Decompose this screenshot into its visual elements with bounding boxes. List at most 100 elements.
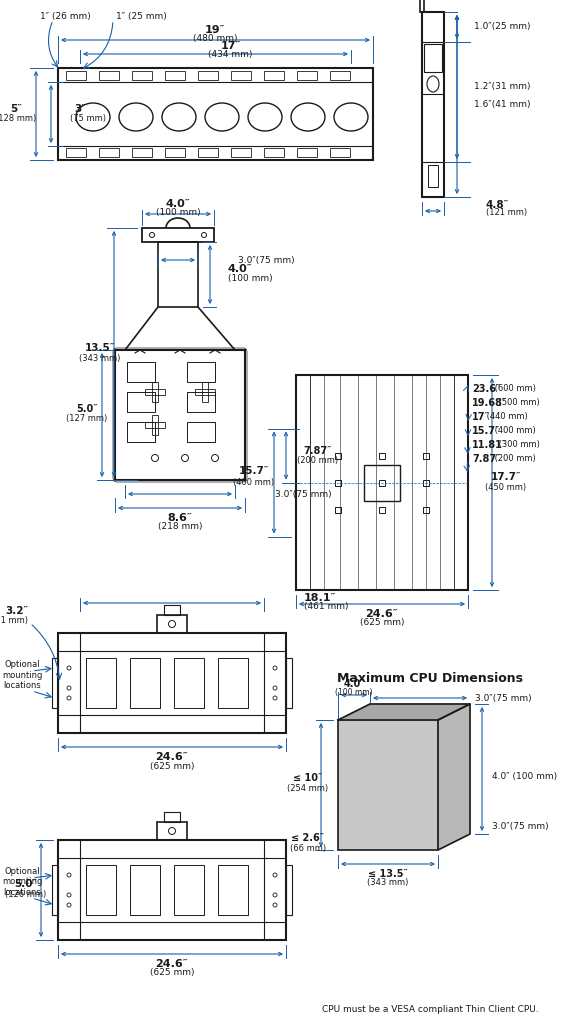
- Text: (254 mm): (254 mm): [288, 784, 328, 792]
- Bar: [198, 148, 218, 157]
- Bar: [187, 392, 215, 412]
- Bar: [86, 865, 116, 915]
- Bar: [202, 382, 208, 402]
- Bar: [454, 374, 468, 590]
- Text: 17″: 17″: [472, 412, 490, 422]
- Text: 23.6″: 23.6″: [472, 384, 501, 394]
- Text: (625 mm): (625 mm): [150, 969, 194, 978]
- Text: 19.68″: 19.68″: [472, 398, 508, 408]
- Bar: [335, 507, 341, 513]
- Bar: [66, 71, 86, 80]
- Bar: [115, 350, 245, 480]
- Text: (121 mm): (121 mm): [486, 208, 527, 218]
- Text: Optional
mounting
locations: Optional mounting locations: [2, 660, 42, 689]
- Text: 1.6″(41 mm): 1.6″(41 mm): [474, 100, 531, 109]
- Bar: [330, 148, 350, 157]
- Bar: [152, 382, 158, 402]
- Bar: [145, 422, 165, 428]
- Bar: [52, 865, 58, 915]
- Bar: [379, 452, 385, 459]
- Text: (480 mm): (480 mm): [193, 35, 238, 43]
- Text: 4.0″: 4.0″: [343, 679, 365, 689]
- Text: 19″: 19″: [205, 25, 226, 35]
- Bar: [231, 148, 251, 157]
- Bar: [58, 68, 373, 160]
- Bar: [127, 392, 155, 412]
- Text: 4.0″: 4.0″: [166, 199, 190, 209]
- Text: 4.8″: 4.8″: [486, 200, 509, 210]
- Text: 15.7″: 15.7″: [239, 466, 269, 475]
- Text: 3.0″(75 mm): 3.0″(75 mm): [475, 694, 532, 703]
- Text: 1″ (25 mm): 1″ (25 mm): [116, 11, 167, 21]
- Bar: [130, 658, 160, 708]
- Text: (400 mm): (400 mm): [233, 478, 274, 487]
- Text: 5.0″: 5.0″: [14, 879, 38, 889]
- Bar: [296, 374, 310, 590]
- Bar: [198, 71, 218, 80]
- Text: 8.6″: 8.6″: [168, 513, 193, 523]
- Text: Optional
mounting
locations: Optional mounting locations: [2, 867, 42, 897]
- Bar: [379, 507, 385, 513]
- Bar: [99, 71, 119, 80]
- Bar: [423, 452, 429, 459]
- Polygon shape: [438, 704, 470, 850]
- Text: (343 mm): (343 mm): [367, 878, 409, 887]
- Bar: [164, 605, 180, 615]
- Text: (126 mm): (126 mm): [5, 891, 46, 900]
- Text: 17.7″: 17.7″: [491, 472, 521, 481]
- Text: 13.5″: 13.5″: [85, 343, 115, 353]
- Text: (300 mm): (300 mm): [496, 440, 540, 449]
- Bar: [286, 658, 292, 708]
- Text: 1.0″(25 mm): 1.0″(25 mm): [474, 23, 531, 32]
- Text: (75 mm): (75 mm): [70, 115, 106, 123]
- Bar: [142, 228, 214, 242]
- Bar: [423, 479, 429, 485]
- Text: 5″: 5″: [10, 104, 22, 114]
- Bar: [58, 840, 286, 940]
- Bar: [218, 865, 248, 915]
- Text: (440 mm): (440 mm): [484, 412, 528, 422]
- Text: (200 mm): (200 mm): [298, 456, 339, 465]
- Bar: [187, 362, 215, 382]
- Bar: [297, 71, 317, 80]
- Bar: [195, 389, 215, 395]
- Bar: [335, 479, 341, 485]
- Bar: [157, 615, 187, 633]
- Bar: [428, 165, 438, 187]
- Text: 24.6″: 24.6″: [155, 752, 188, 762]
- Text: (100 mm): (100 mm): [335, 687, 373, 697]
- Text: (200 mm): (200 mm): [492, 455, 536, 464]
- Text: (434 mm): (434 mm): [208, 50, 253, 60]
- Text: (600 mm): (600 mm): [492, 385, 536, 394]
- Bar: [218, 658, 248, 708]
- Text: (81 mm): (81 mm): [0, 616, 28, 625]
- Bar: [127, 362, 155, 382]
- Bar: [187, 422, 215, 442]
- Text: 1.2″(31 mm): 1.2″(31 mm): [474, 82, 531, 91]
- Bar: [158, 242, 198, 307]
- Text: 4.0″: 4.0″: [228, 264, 253, 274]
- Bar: [297, 148, 317, 157]
- Bar: [66, 148, 86, 157]
- Bar: [174, 865, 204, 915]
- Text: 3.0″(75 mm): 3.0″(75 mm): [492, 822, 549, 830]
- Text: (461 mm): (461 mm): [304, 602, 349, 611]
- Text: (66 mm): (66 mm): [290, 843, 326, 853]
- Text: 5.0″: 5.0″: [76, 404, 98, 415]
- Text: 1″ (26 mm): 1″ (26 mm): [40, 11, 90, 21]
- Bar: [296, 374, 468, 590]
- Bar: [379, 479, 385, 485]
- Bar: [335, 452, 341, 459]
- Bar: [52, 658, 58, 708]
- Text: (343 mm): (343 mm): [79, 354, 121, 362]
- Text: (100 mm): (100 mm): [228, 274, 273, 283]
- Bar: [132, 148, 152, 157]
- Bar: [165, 148, 185, 157]
- Text: 24.6″: 24.6″: [365, 609, 398, 619]
- Text: (400 mm): (400 mm): [492, 427, 536, 435]
- Bar: [231, 71, 251, 80]
- Bar: [86, 658, 116, 708]
- Text: 18.1″: 18.1″: [304, 593, 336, 603]
- Bar: [130, 865, 160, 915]
- Text: (128 mm): (128 mm): [0, 115, 37, 123]
